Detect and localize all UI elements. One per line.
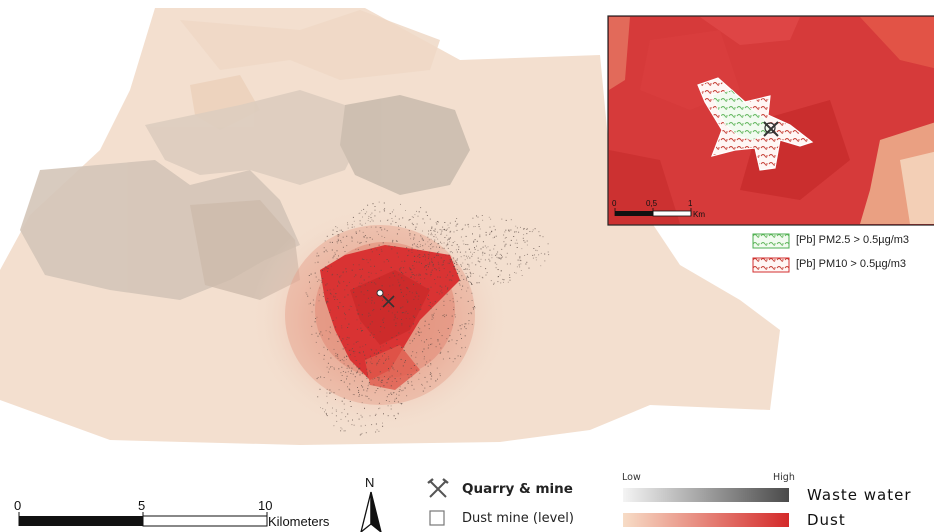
scale-tick-10: 10 bbox=[258, 498, 273, 513]
dust-mine-legend-label: Dust mine (level) bbox=[462, 511, 574, 526]
inset-map bbox=[607, 15, 934, 226]
ramp-low-label: Low bbox=[622, 472, 641, 483]
pm10-legend-label: [Pb] PM10 > 0.5µg/m3 bbox=[796, 258, 906, 270]
pm25-zone bbox=[711, 89, 773, 141]
inset-scale-tick-0: 0 bbox=[612, 199, 617, 208]
inset-scale-unit: Km bbox=[693, 210, 705, 219]
scale-tick-5: 5 bbox=[138, 498, 146, 513]
scale-unit: Kilometers bbox=[268, 514, 330, 529]
quarry-legend-label: Quarry & mine bbox=[462, 481, 573, 497]
main-scale-bar bbox=[18, 512, 268, 527]
inset-scale-bar bbox=[614, 208, 692, 217]
dust-ramp bbox=[623, 513, 789, 527]
scale-tick-0: 0 bbox=[14, 498, 22, 513]
pm25-legend-label: [Pb] PM2.5 > 0.5µg/m3 bbox=[796, 234, 910, 246]
quarry-marker bbox=[376, 289, 395, 308]
crossed-hammers-icon bbox=[427, 478, 449, 498]
pm10-swatch bbox=[752, 257, 790, 273]
north-arrow-icon bbox=[360, 491, 382, 532]
pm25-swatch bbox=[752, 233, 790, 249]
north-label: N bbox=[365, 475, 375, 490]
dust-mine-swatch bbox=[429, 510, 445, 526]
inset-scale-tick-1: 1 bbox=[688, 199, 693, 208]
inset-quarry-icon bbox=[763, 121, 779, 137]
dust-label: Dust bbox=[807, 511, 846, 529]
waste-water-ramp bbox=[623, 488, 789, 502]
inset-scale-tick-05: 0,5 bbox=[646, 199, 658, 208]
waste-water-label: Waste water bbox=[807, 486, 912, 504]
ramp-high-label: High bbox=[773, 472, 795, 483]
dust-speckles bbox=[305, 201, 550, 436]
waste-water-zones bbox=[20, 90, 470, 300]
